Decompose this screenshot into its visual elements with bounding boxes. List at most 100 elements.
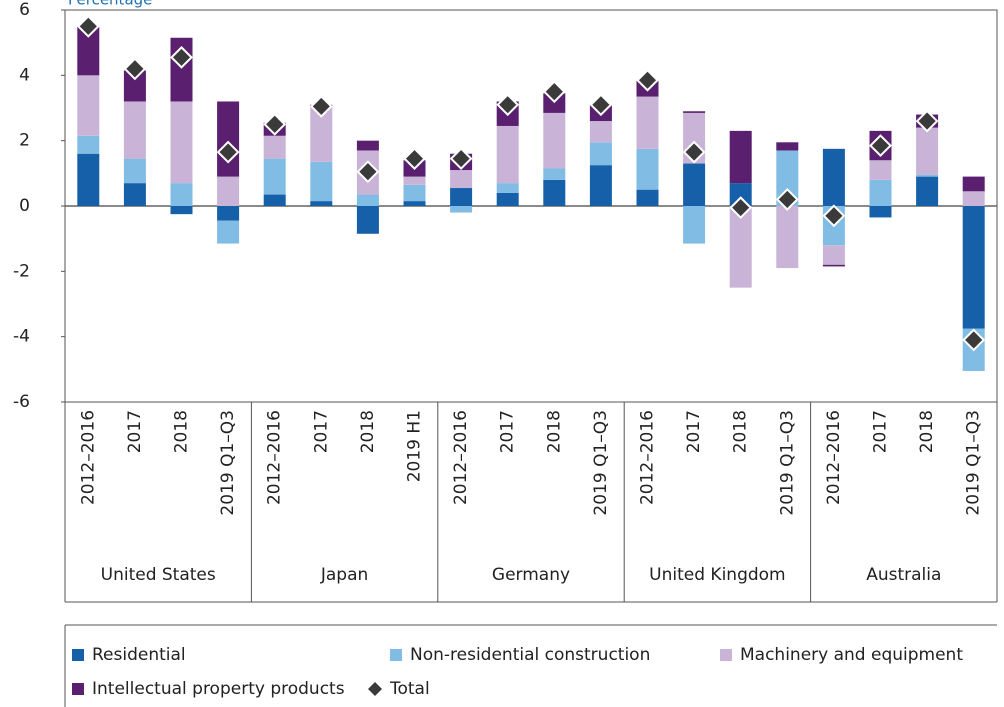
bar-segment	[636, 96, 659, 149]
bar-segment	[496, 183, 519, 193]
bar-segment	[123, 158, 146, 184]
x-tick-label: 2018	[544, 410, 564, 453]
bar-segment	[403, 201, 426, 206]
total-marker	[729, 196, 753, 220]
total-marker	[216, 140, 240, 164]
bar-segment	[589, 165, 612, 206]
total-marker	[496, 93, 520, 117]
bar-segment	[450, 188, 473, 206]
total-marker	[123, 57, 147, 81]
x-tick-label: 2018	[172, 410, 192, 453]
x-tick-label: 2019 Q1–Q3	[964, 410, 984, 516]
total-marker	[170, 45, 193, 69]
legend-label: Machinery and equipment	[740, 645, 963, 665]
bar-segment	[496, 192, 519, 206]
x-tick-label: 2018	[917, 410, 937, 453]
x-tick-label: 2018	[358, 410, 378, 453]
legend-label: Non-residential construction	[410, 645, 650, 665]
bar-segment	[310, 201, 333, 206]
total-marker	[76, 14, 100, 38]
total-marker	[775, 188, 799, 211]
legend-swatch	[72, 649, 84, 661]
x-tick-label: 2017	[684, 410, 704, 453]
total-marker	[682, 140, 706, 164]
bar-segment	[263, 158, 286, 195]
bar-segment	[123, 101, 146, 159]
total-marker	[542, 80, 566, 104]
bar-segment	[217, 101, 240, 177]
bar-segment	[217, 220, 240, 244]
bar-segment	[263, 135, 286, 159]
bar-segment	[729, 183, 752, 206]
bar-segment	[77, 75, 100, 136]
x-tick-label: 2017	[311, 410, 331, 453]
bar-segment	[636, 189, 659, 206]
bar-segment	[403, 184, 426, 202]
bar-segment	[356, 194, 379, 206]
y-tick-label: 0	[19, 196, 30, 216]
bar-segment	[869, 160, 892, 180]
bar-segment	[77, 26, 100, 76]
bar-segment	[683, 206, 706, 244]
x-tick-label: 2012–2016	[78, 410, 98, 505]
bar-segment	[869, 206, 892, 218]
bar-segment	[123, 70, 146, 102]
group-label: United States	[101, 565, 216, 585]
x-tick-label: 2019 Q1–Q3	[591, 410, 611, 516]
bar-segment	[77, 135, 100, 154]
bar-segment	[310, 106, 333, 162]
x-tick-label: 2019 H1	[405, 410, 425, 482]
total-marker	[636, 68, 659, 92]
bar-segment	[962, 191, 985, 206]
bar-segment	[170, 206, 193, 215]
bar-segment	[589, 121, 612, 143]
group-label: United Kingdom	[649, 565, 785, 585]
bar-segment	[962, 176, 985, 192]
x-tick-label: 2012–2016	[638, 410, 658, 505]
bar-segment	[869, 179, 892, 206]
y-tick-label: 2	[19, 131, 30, 151]
bar-segment	[170, 183, 193, 206]
legend-swatch	[72, 683, 84, 695]
legend-label: Total	[389, 679, 430, 699]
legend-label: Residential	[92, 645, 186, 665]
bar-segment	[450, 206, 473, 213]
total-marker	[356, 160, 380, 184]
x-tick-label: 2017	[125, 410, 145, 453]
bar-segment	[356, 206, 379, 234]
bar-segment	[729, 206, 752, 288]
total-marker	[822, 204, 846, 228]
legend-swatch	[390, 649, 402, 661]
bar-segment	[77, 153, 100, 206]
bar-segment	[543, 168, 566, 180]
bar-segment	[729, 130, 752, 184]
x-tick-label: 2019 Q1–Q3	[218, 410, 238, 516]
y-tick-label: -2	[13, 261, 30, 281]
bar-segment	[916, 174, 939, 177]
x-tick-label: 2012–2016	[824, 410, 844, 505]
legend-swatch	[368, 682, 382, 696]
group-label: Australia	[866, 565, 941, 585]
bar-segment	[776, 150, 799, 206]
bar-segment	[310, 161, 333, 202]
bar-segment	[217, 206, 240, 221]
plot-frame	[64, 9, 998, 403]
bar-segment	[683, 163, 706, 206]
group-label: Germany	[492, 565, 570, 585]
y-tick-label: 6	[19, 0, 30, 20]
y-tick-label: -6	[13, 392, 30, 412]
x-tick-label: 2019 Q1–Q3	[777, 410, 797, 516]
bar-segment	[822, 245, 845, 265]
bar-segment	[776, 142, 799, 151]
bar-segment	[450, 170, 473, 189]
total-marker	[962, 328, 986, 352]
x-tick-label: 2018	[731, 410, 751, 453]
bar-segment	[217, 176, 240, 206]
bar-segment	[543, 179, 566, 206]
bar-segment	[496, 125, 519, 184]
total-marker	[589, 93, 613, 117]
legend-label: Intellectual property products	[92, 679, 345, 699]
x-tick-label: 2012–2016	[451, 410, 471, 505]
total-marker	[915, 109, 939, 133]
